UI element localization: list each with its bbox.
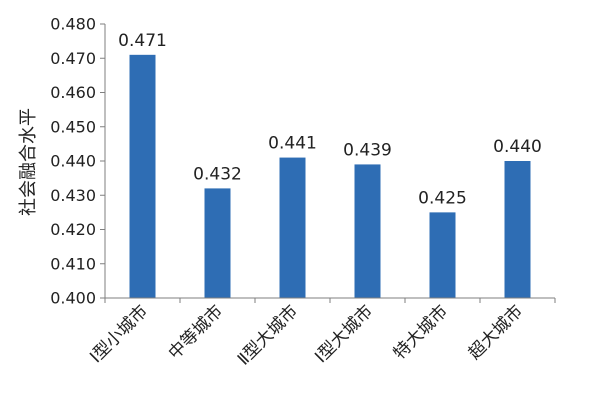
data-label: 0.441 — [268, 134, 317, 154]
y-axis-ticks: 0.400 0.410 0.420 0.430 0.440 0.450 0.460 0.470… — [50, 15, 105, 308]
y-tick-label: 0.470 — [50, 49, 96, 68]
y-tick-label: 0.430 — [50, 186, 96, 205]
bar — [204, 188, 231, 298]
x-tick-label: Ⅰ型大城市 — [311, 301, 377, 367]
y-tick-label: 0.440 — [50, 152, 96, 171]
y-tick-label: 0.450 — [50, 117, 96, 136]
bars — [129, 54, 531, 299]
value-labels: 0.471 0.432 0.441 0.439 0.425 0.440 — [118, 31, 542, 209]
x-axis-ticks — [104, 298, 556, 303]
y-tick-label: 0.400 — [50, 289, 96, 308]
data-label: 0.425 — [418, 188, 467, 208]
x-axis-labels: Ⅰ型小城市 中等城市 Ⅱ型大城市 Ⅰ型大城市 特大城市 超大城市 — [86, 301, 527, 369]
data-label: 0.471 — [118, 31, 167, 51]
bar — [129, 54, 156, 299]
y-tick-label: 0.420 — [50, 220, 96, 239]
y-tick-label: 0.460 — [50, 83, 96, 102]
data-label: 0.432 — [193, 164, 242, 184]
y-tick-label: 0.480 — [50, 15, 96, 34]
y-tick-label: 0.410 — [50, 254, 96, 273]
bar — [354, 164, 381, 298]
data-label: 0.440 — [493, 137, 542, 157]
data-label: 0.439 — [343, 140, 392, 160]
bar — [429, 212, 456, 298]
bar — [504, 161, 531, 298]
x-tick-label: 特大城市 — [390, 301, 452, 363]
x-tick-label: Ⅰ型小城市 — [86, 301, 152, 367]
y-axis-title: 社会融合水平 — [18, 108, 39, 216]
x-tick-label: 超大城市 — [465, 301, 527, 363]
x-tick-label: Ⅱ型大城市 — [234, 301, 302, 369]
x-tick-label: 中等城市 — [165, 301, 227, 363]
bar — [279, 157, 306, 298]
y-axis-title-group: 社会融合水平 — [18, 108, 39, 216]
